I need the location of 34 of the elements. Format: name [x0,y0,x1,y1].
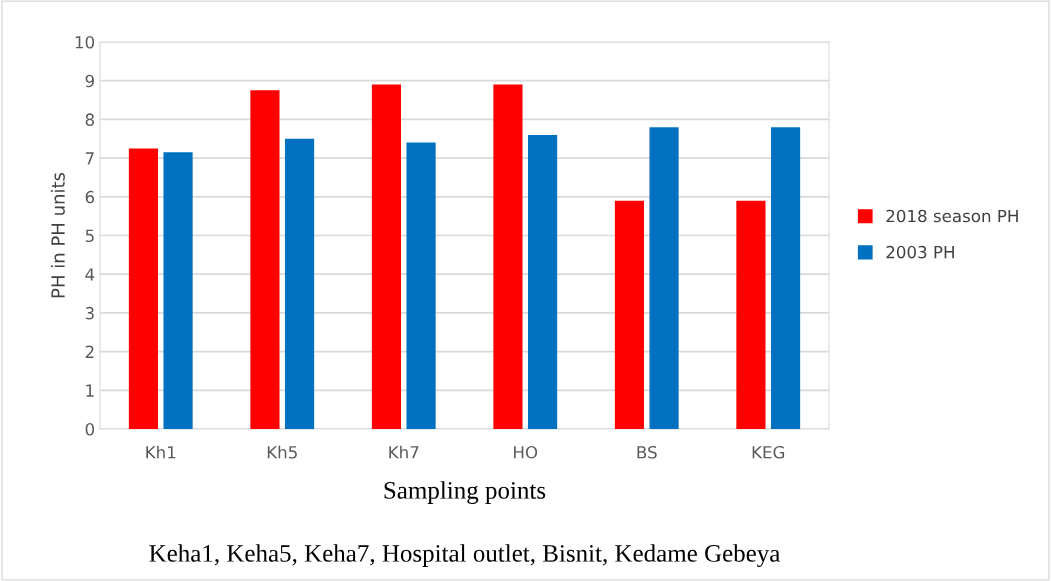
y-tick-label: 5 [85,229,94,243]
bar [649,127,679,429]
y-tick-label: 2 [85,345,94,358]
legend-label: 2003 PH [886,245,954,259]
y-tick-label: 7 [85,152,94,165]
y-tick-label: 1 [86,384,94,397]
y-tick-label: 10 [75,35,95,49]
y-axis-title: PH in PH units [50,172,65,298]
bar [736,200,766,429]
x-tick-label: HO [514,445,538,459]
bar [128,148,159,429]
x-tick-label: Kh7 [389,445,419,459]
legend-label: 2018 season PH [886,209,1018,223]
text: Keha1, Keha5, Keha7, Hospital outlet, Bisnit, Kedame Gebeya [149,544,781,567]
x-tick-label: Kh1 [146,445,176,459]
bar [406,142,436,429]
y-tick-label: 9 [85,74,94,88]
y-tick-label: 8 [85,113,94,126]
x-tick-label: Kh5 [267,445,297,459]
bar [284,138,315,429]
bar [250,90,280,429]
x-tick-label: KEG [752,445,785,459]
y-tick-label: 0 [85,422,95,436]
x-tick-label: BS [637,445,657,459]
y-tick-label: 4 [85,268,95,281]
y-tick-label: 6 [85,190,95,204]
y-tick-label: 3 [85,306,94,320]
bar [371,84,402,429]
bar [493,84,523,429]
bar [163,152,193,429]
bar [770,127,801,429]
bar [614,200,645,429]
bar [527,134,558,429]
x-axis-title: Sampling points [384,481,546,504]
